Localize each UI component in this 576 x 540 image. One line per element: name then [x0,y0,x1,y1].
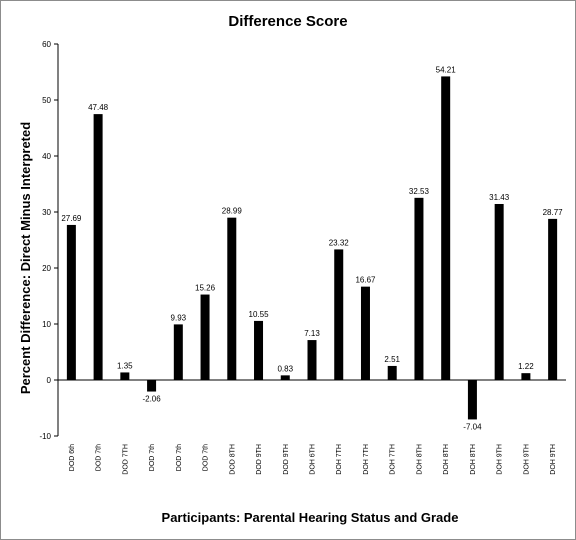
category-label: DOH 6TH [310,444,317,475]
bar [120,372,130,380]
data-label: 16.67 [355,276,376,285]
bar [387,365,397,380]
category-label: DOH 9TH [523,444,530,475]
bar [360,286,370,380]
category-label: DOD 7th [176,444,183,471]
category-label: DOH 8TH [470,444,477,475]
data-label: 9.93 [171,313,187,322]
data-label: 31.43 [489,193,510,202]
data-label: 54.21 [436,65,457,74]
category-label: DOH 7TH [336,444,343,475]
data-label: 10.55 [249,310,270,319]
category-label: DOH 9TH [497,444,504,475]
bar [200,294,210,380]
bars [66,76,558,420]
bar [441,76,451,380]
y-tick-label: 60 [42,40,51,49]
bar [254,320,264,380]
y-tick-label: 0 [47,376,52,385]
bar [307,340,317,380]
category-label: DOD 9TH [283,444,290,475]
y-axis-ticks: -10 0 10 20 30 40 50 60 [39,40,58,441]
category-label: DOH 8TH [443,444,450,475]
bar [173,324,183,380]
y-tick-label: 20 [42,264,51,273]
category-label: DOH 9TH [550,444,557,475]
data-label: 2.51 [384,355,400,364]
bar [66,224,76,380]
bar [467,380,477,420]
data-label: 47.48 [88,103,109,112]
data-label: -7.04 [463,422,482,431]
category-label: DOD 7th [96,444,103,471]
y-tick-label: 10 [42,320,51,329]
x-axis-title: Participants: Parental Hearing Status an… [162,510,459,525]
category-label: DOD 7TH [122,444,129,475]
bar [280,375,290,380]
data-label: 1.35 [117,361,133,370]
data-label: 7.13 [304,329,320,338]
bar [494,203,504,380]
category-label: DOD 6th [69,444,76,471]
y-axis-title: Percent Difference: Direct Minus Interpr… [18,122,33,394]
category-label: DOD 7th [203,444,210,471]
data-label: 28.99 [222,207,243,216]
bar [93,114,103,380]
bar [521,373,531,380]
category-label: DOD 7th [149,444,156,471]
y-tick-label: 40 [42,152,51,161]
data-label: 1.22 [518,362,534,371]
category-label: DOH 7TH [390,444,397,475]
data-labels: 27.69 47.48 1.35 -2.06 9.93 15.26 28.99 10.55 0.… [61,65,563,431]
category-label: DOD 9TH [256,444,263,475]
bar [414,197,424,380]
category-labels: DOD 6th DOD 7th DOD 7TH DOD 7th DOD 7th DOD 7… [69,444,557,475]
data-label: 32.53 [409,187,430,196]
y-tick-label: 50 [42,96,51,105]
bar [227,217,237,380]
chart-title: Difference Score [228,13,347,30]
category-label: DOD 8TH [229,444,236,475]
category-label: DOH 8TH [416,444,423,475]
data-label: 28.77 [543,208,564,217]
y-tick-label: -10 [39,432,51,441]
data-label: 27.69 [61,214,82,223]
data-label: -2.06 [142,395,161,404]
category-label: DOH 7TH [363,444,370,475]
axes [57,44,566,436]
bar [334,249,344,380]
y-tick-label: 30 [42,208,51,217]
data-label: 23.32 [329,238,350,247]
bar [147,380,157,392]
data-label: 0.83 [277,364,293,373]
bar [548,218,558,380]
data-label: 15.26 [195,284,216,293]
